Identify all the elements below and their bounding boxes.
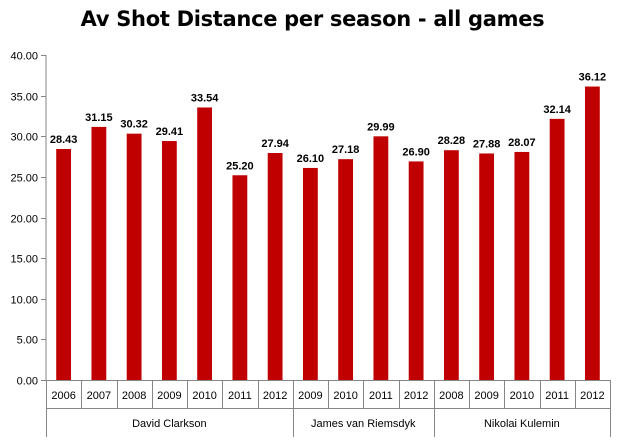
x-tick-label: 2010 xyxy=(510,390,534,402)
chart-title: Av Shot Distance per season - all games xyxy=(80,7,545,31)
y-tick-label: 15.00 xyxy=(10,254,38,266)
y-tick-label: 40.00 xyxy=(10,51,38,63)
y-tick-label: 0.00 xyxy=(17,376,38,388)
data-label: 27.88 xyxy=(473,138,501,150)
group-label: Nikolai Kulemin xyxy=(484,418,560,430)
x-tick-label: 2010 xyxy=(333,390,357,402)
bar xyxy=(373,136,389,380)
x-tick-label: 2012 xyxy=(404,390,428,402)
bar xyxy=(91,126,107,380)
data-label: 36.12 xyxy=(579,72,607,84)
data-label: 29.99 xyxy=(367,121,395,133)
data-label: 27.94 xyxy=(261,138,289,150)
bar xyxy=(408,161,424,380)
bar xyxy=(514,151,530,380)
bar xyxy=(161,141,177,380)
data-label: 33.54 xyxy=(191,92,219,104)
bar xyxy=(126,133,142,380)
y-tick-label: 25.00 xyxy=(10,173,38,185)
y-tick-label: 5.00 xyxy=(17,335,38,347)
data-label: 31.15 xyxy=(85,112,113,124)
data-label: 28.28 xyxy=(438,135,466,147)
bar xyxy=(479,153,495,380)
x-tick-label: 2006 xyxy=(51,390,75,402)
y-tick-label: 20.00 xyxy=(10,214,38,226)
y-tick-label: 30.00 xyxy=(10,132,38,144)
bar xyxy=(443,150,459,380)
x-tick-label: 2012 xyxy=(580,390,604,402)
data-label: 26.10 xyxy=(297,153,325,165)
group-label: James van Riemsdyk xyxy=(311,418,416,430)
y-tick-label: 10.00 xyxy=(10,295,38,307)
y-tick-label: 35.00 xyxy=(10,92,38,104)
x-tick-label: 2009 xyxy=(298,390,322,402)
bars-layer xyxy=(56,86,600,381)
data-label: 26.90 xyxy=(402,146,430,158)
x-tick-label: 2007 xyxy=(87,390,111,402)
x-tick-label: 2010 xyxy=(192,390,216,402)
bar xyxy=(56,149,72,380)
x-tick-label: 2009 xyxy=(157,390,181,402)
x-tick-label: 2011 xyxy=(369,390,393,402)
x-tick-label: 2012 xyxy=(263,390,287,402)
data-label: 27.18 xyxy=(332,144,360,156)
data-label: 28.43 xyxy=(50,134,78,146)
bar xyxy=(584,86,600,381)
bar xyxy=(302,167,318,380)
data-label: 29.41 xyxy=(156,126,184,138)
x-tick-label: 2011 xyxy=(545,390,569,402)
bar xyxy=(197,107,213,381)
data-label: 32.14 xyxy=(543,104,571,116)
bar xyxy=(267,152,283,380)
bar xyxy=(232,175,248,380)
bar xyxy=(338,159,354,380)
x-tick-label: 2008 xyxy=(122,390,146,402)
data-label: 28.07 xyxy=(508,137,536,149)
group-label: David Clarkson xyxy=(132,418,207,430)
data-label: 30.32 xyxy=(120,119,148,131)
x-tick-label: 2009 xyxy=(474,390,498,402)
axes-layer: 0.00 5.00 10.00 15.00 20.00 25.00 30.00 35.00 40… xyxy=(10,51,611,437)
bar xyxy=(549,118,565,381)
data-label: 25.20 xyxy=(226,160,254,172)
x-tick-label: 2011 xyxy=(228,390,252,402)
x-tick-label: 2008 xyxy=(439,390,463,402)
labels-layer: 28.43 2006 31.15 2007 30.32 2008 29.41 2009 33.5… xyxy=(50,72,606,430)
